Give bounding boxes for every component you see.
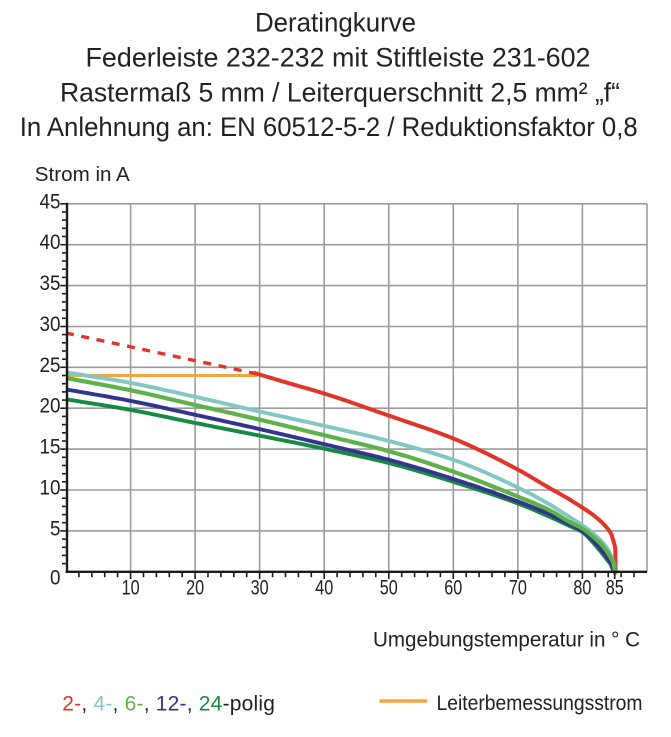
svg-text:0: 0: [50, 567, 61, 590]
svg-text:70: 70: [509, 577, 527, 600]
svg-text:30: 30: [40, 313, 61, 336]
svg-text:In Anlehnung an: EN 60512-5-2: In Anlehnung an: EN 60512-5-2 / Reduktio…: [20, 112, 638, 142]
svg-text:10: 10: [40, 477, 61, 500]
svg-text:10: 10: [122, 577, 140, 600]
svg-text:25: 25: [40, 354, 61, 377]
svg-text:15: 15: [40, 436, 61, 459]
svg-text:35: 35: [40, 272, 61, 295]
svg-text:Leiterbemessungsstrom: Leiterbemessungsstrom: [437, 692, 643, 715]
svg-text:Rastermaß 5 mm / Leiterquersch: Rastermaß 5 mm / Leiterquerschnitt 2,5 m…: [60, 78, 620, 108]
svg-text:Federleiste 232-232 mit Stiftl: Federleiste 232-232 mit Stiftleiste 231-…: [86, 43, 591, 73]
svg-text:2-, 4-, 6-, 12-, 24-polig: 2-, 4-, 6-, 12-, 24-polig: [62, 693, 275, 716]
svg-text:Umgebungstemperatur in ° C: Umgebungstemperatur in ° C: [373, 629, 640, 652]
svg-text:20: 20: [186, 577, 204, 600]
svg-text:60: 60: [444, 577, 462, 600]
svg-text:40: 40: [40, 231, 61, 254]
svg-text:50: 50: [380, 577, 398, 600]
svg-text:45: 45: [40, 190, 61, 213]
svg-text:Strom in A: Strom in A: [35, 164, 131, 186]
svg-text:Deratingkurve: Deratingkurve: [255, 7, 416, 37]
svg-text:30: 30: [251, 577, 269, 600]
svg-text:85: 85: [606, 577, 624, 600]
svg-text:80: 80: [573, 577, 591, 600]
svg-text:40: 40: [315, 577, 333, 600]
svg-text:5: 5: [50, 517, 61, 540]
svg-text:20: 20: [40, 395, 61, 418]
